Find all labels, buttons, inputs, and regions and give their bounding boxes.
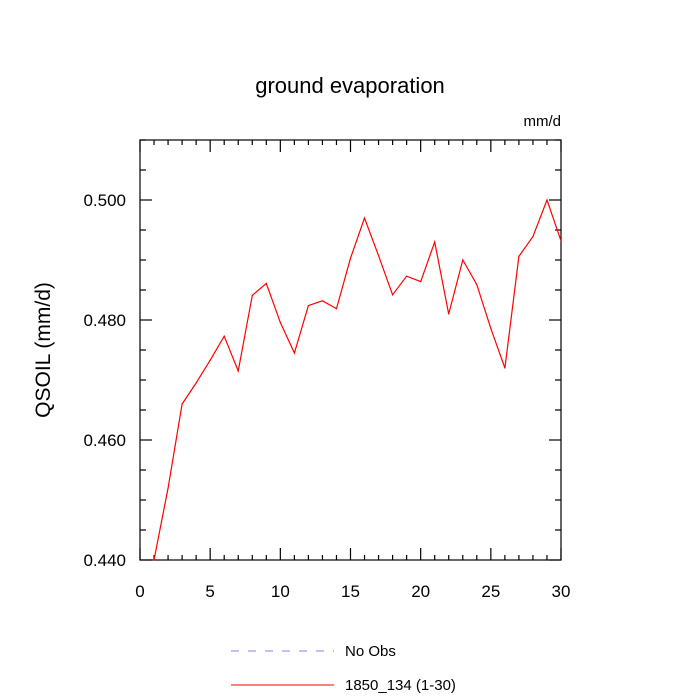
x-tick-label: 15	[341, 582, 360, 601]
legend: No Obs 1850_134 (1-30)	[231, 643, 456, 694]
axis-ticks	[139, 139, 562, 561]
series-point	[251, 294, 253, 296]
series-point	[195, 382, 197, 384]
x-tick-label: 30	[552, 582, 571, 601]
series-point	[237, 370, 239, 372]
series-point	[377, 255, 380, 257]
series-point	[153, 559, 155, 561]
y-axis-label: QSOIL (mm/d)	[32, 282, 55, 418]
x-tick-label: 25	[481, 582, 500, 601]
series-point	[349, 257, 352, 259]
series-point	[181, 403, 183, 405]
series-point	[279, 321, 281, 323]
series-point	[490, 327, 492, 329]
series-point	[307, 305, 309, 307]
y-tick-label: 0.440	[83, 551, 126, 570]
series-point	[448, 313, 450, 315]
series-point	[406, 275, 408, 277]
series-point	[560, 240, 562, 242]
legend-label: No Obs	[345, 643, 396, 660]
legend-label: 1850_134 (1-30)	[345, 677, 456, 694]
series-point	[504, 367, 506, 369]
series-point	[167, 487, 169, 489]
y-tick-label: 0.460	[83, 431, 126, 450]
plot-frame	[139, 139, 562, 561]
series-point	[293, 352, 295, 354]
series-line	[153, 198, 562, 561]
series-point	[392, 294, 394, 296]
series-point	[321, 300, 324, 302]
series-point	[223, 335, 225, 337]
series-point	[518, 255, 520, 257]
x-tick-label: 5	[205, 582, 214, 601]
series-point	[265, 282, 267, 284]
series-point	[476, 284, 478, 286]
chart-title: ground evaporation	[255, 73, 445, 98]
x-tick-label: 20	[411, 582, 430, 601]
x-tick-label: 10	[271, 582, 290, 601]
series-point	[462, 259, 464, 261]
x-tick-label: 0	[135, 582, 144, 601]
series-point	[434, 241, 436, 243]
plot-lines	[153, 198, 562, 561]
units-label: mm/d	[524, 113, 562, 130]
series-point	[420, 281, 422, 283]
series-point	[532, 236, 534, 238]
series-point	[546, 199, 548, 201]
series-point	[209, 359, 211, 361]
y-tick-label: 0.480	[83, 311, 126, 330]
series-point	[335, 308, 338, 310]
series-point	[363, 217, 366, 219]
axis-tick-labels: 0 5 10 15 20 25 30 0.440 0.460 0.480 0.500	[83, 191, 570, 601]
y-tick-label: 0.500	[83, 191, 126, 210]
